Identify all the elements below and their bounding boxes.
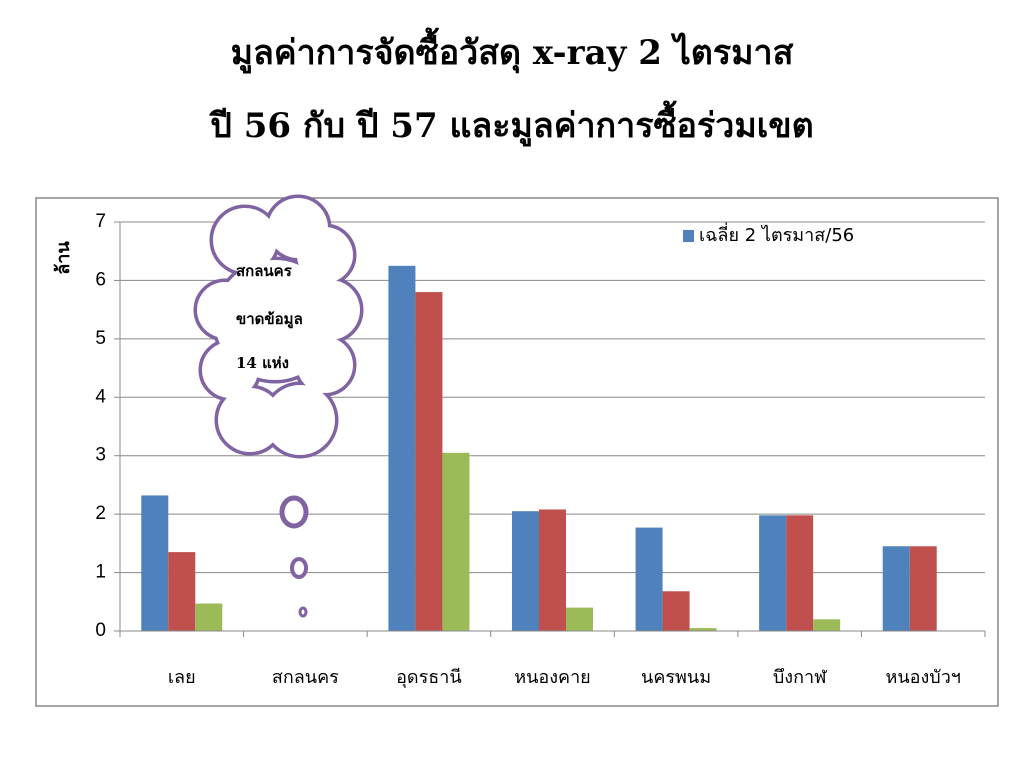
y-axis-label: ล้าน [53,241,74,275]
legend-swatch [683,230,694,242]
bar [566,607,593,631]
y-tick-label: 3 [95,445,106,466]
bar [168,552,196,631]
x-tick-label: หนองคาย [514,667,590,688]
cloud-callout: สกลนคร ขาดข้อมูล 14 แห่ง [193,194,364,618]
annotation: สกลนคร [236,262,293,280]
y-tick-label: 2 [95,503,106,524]
bar [882,546,910,631]
bar [141,495,169,631]
x-tick-label: อุดรธานี [396,667,462,688]
bar [539,509,566,631]
bar [909,546,937,631]
bar [813,619,841,631]
bar [689,628,717,631]
x-tick-label: นครพนม [641,667,711,688]
bar [662,591,690,631]
bar [786,515,814,631]
y-tick-label: 4 [95,386,106,407]
bar [415,292,443,631]
legend-label: เฉลี่ย 2 ไตรมาส/56 [699,222,854,246]
y-tick-label: 5 [95,328,106,349]
y-tick-label: 0 [95,620,106,641]
x-tick-label: เลย [168,667,196,688]
annotation: ขาดข้อมูล [236,310,303,329]
annotation: 14 แห่ง [236,354,289,372]
bar [195,603,223,631]
x-tick-label: สกลนคร [272,667,339,688]
bar [635,527,663,631]
chart-border [35,197,999,707]
title-line: มูลค่าการจัดซื้อวัสดุ x-ray 2 ไตรมาส [231,27,794,74]
x-tick-label: หนองบัวฯ [886,667,961,688]
bar [388,265,416,631]
y-tick-label: 1 [95,562,106,583]
bar [759,515,787,631]
y-tick-label: 7 [95,211,106,232]
y-tick-label: 6 [95,269,106,290]
x-tick-label: บึงกาฬ [773,667,827,688]
bar [442,452,470,631]
bar [512,511,539,631]
title-line: ปี 56 กับ ปี 57 และมูลค่าการซื้อร่วมเขต [209,100,814,147]
